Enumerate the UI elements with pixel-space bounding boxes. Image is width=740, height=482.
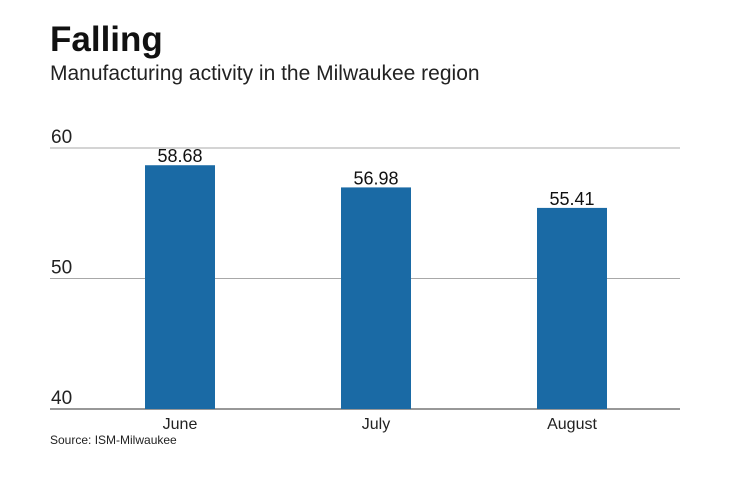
chart-subtitle: Manufacturing activity in the Milwaukee … (50, 62, 480, 85)
y-axis-ticks: 40 50 60 (51, 127, 72, 409)
x-axis-categories: June July August (163, 416, 598, 433)
bars (145, 165, 607, 409)
bar-august (537, 207, 607, 409)
bar-july (341, 187, 411, 409)
data-label-june: 58.68 (157, 146, 202, 166)
data-label-august: 55.41 (549, 189, 594, 209)
y-tick-label-40: 40 (51, 388, 72, 409)
x-category-label-july: July (362, 416, 390, 433)
source-note: Source: ISM-Milwaukee (50, 433, 177, 447)
data-label-july: 56.98 (353, 168, 398, 188)
x-category-label-june: June (163, 416, 198, 433)
y-tick-label-50: 50 (51, 258, 72, 279)
bar-june (145, 165, 215, 409)
data-labels: 58.68 56.98 55.41 (157, 146, 594, 209)
y-tick-label-60: 60 (51, 127, 72, 148)
chart-title: Falling (50, 20, 163, 59)
x-category-label-august: August (547, 416, 597, 433)
